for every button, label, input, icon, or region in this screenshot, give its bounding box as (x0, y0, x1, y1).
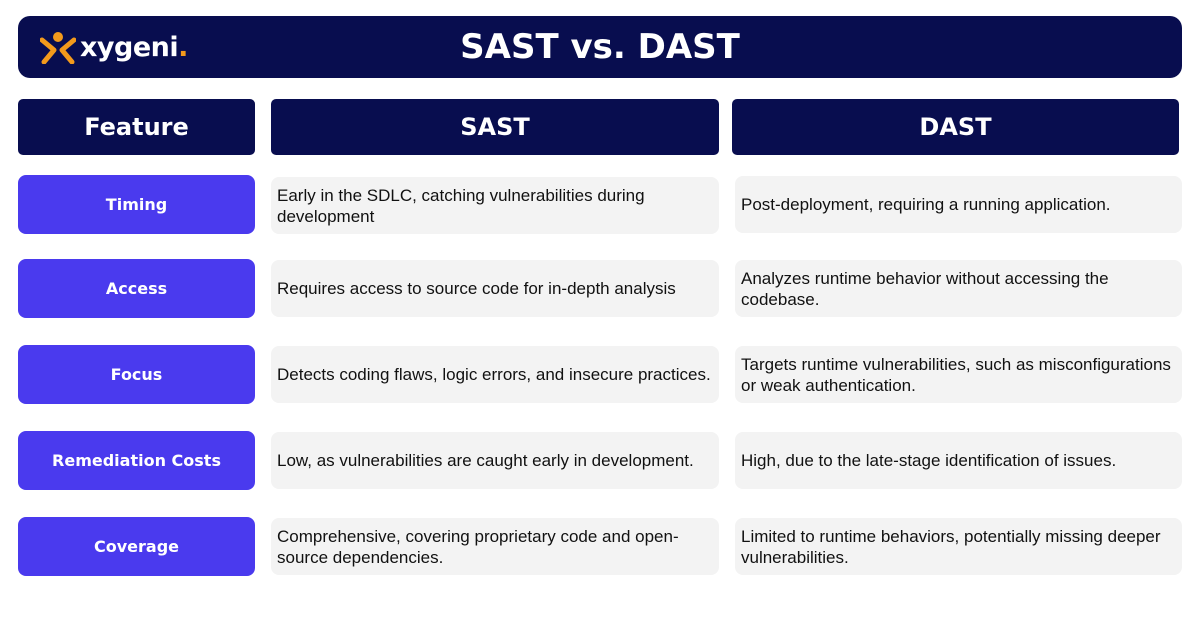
header-sast: SAST (271, 99, 719, 155)
row-sast-cell: Early in the SDLC, catching vulnerabilit… (271, 177, 719, 234)
header-dast: DAST (732, 99, 1179, 155)
row-dast-cell: Post-deployment, requiring a running app… (735, 176, 1182, 233)
header-feature: Feature (18, 99, 255, 155)
row-feature-label: Access (18, 259, 255, 318)
logo-wordmark: xygeni (80, 31, 179, 63)
row-feature-label: Coverage (18, 517, 255, 576)
row-dast-cell: High, due to the late-stage identificati… (735, 432, 1182, 489)
row-sast-cell: Detects coding flaws, logic errors, and … (271, 346, 719, 403)
row-dast-cell: Limited to runtime behaviors, potentiall… (735, 518, 1182, 575)
xygeni-person-icon (40, 32, 76, 64)
row-dast-cell: Analyzes runtime behavior without access… (735, 260, 1182, 317)
logo-dot: . (178, 31, 189, 63)
xygeni-logo: xygeni. (40, 29, 188, 65)
row-sast-cell: Requires access to source code for in-de… (271, 260, 719, 317)
row-feature-label: Focus (18, 345, 255, 404)
row-feature-label: Timing (18, 175, 255, 234)
page-title: SAST vs. DAST (460, 27, 740, 67)
row-feature-label: Remediation Costs (18, 431, 255, 490)
row-sast-cell: Low, as vulnerabilities are caught early… (271, 432, 719, 489)
row-dast-cell: Targets runtime vulnerabilities, such as… (735, 346, 1182, 403)
title-banner: xygeni. SAST vs. DAST (18, 16, 1182, 78)
row-sast-cell: Comprehensive, covering proprietary code… (271, 518, 719, 575)
